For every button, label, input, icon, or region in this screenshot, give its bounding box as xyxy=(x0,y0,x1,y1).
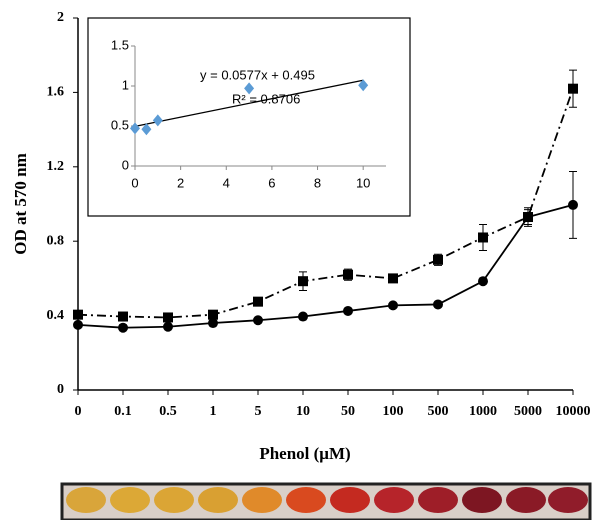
well xyxy=(462,487,502,513)
marker xyxy=(163,312,173,323)
point xyxy=(244,82,255,95)
x-tick-label: 5000 xyxy=(514,404,542,419)
well xyxy=(418,487,458,513)
marker xyxy=(388,300,398,311)
marker xyxy=(523,212,533,223)
marker xyxy=(298,311,308,322)
x-tick-label: 100 xyxy=(383,404,404,419)
well xyxy=(198,487,238,513)
marker xyxy=(343,269,353,280)
trend-line xyxy=(134,79,364,128)
marker xyxy=(478,232,488,243)
trend-equation: y = 0.0577x + 0.495 xyxy=(200,67,315,82)
x-tick-label: 0.1 xyxy=(114,404,132,419)
well xyxy=(110,487,150,513)
r-squared: R² = 0.8706 xyxy=(232,91,300,106)
y-tick-label: 0 xyxy=(57,382,64,397)
inset-y-tick-label: 0 xyxy=(122,157,129,172)
x-tick-label: 500 xyxy=(428,404,449,419)
x-axis-title: Phenol (μM) xyxy=(259,444,350,463)
inset-frame xyxy=(87,17,411,217)
marker xyxy=(208,309,218,320)
marker xyxy=(568,83,578,94)
well xyxy=(330,487,370,513)
inset-y-tick-label: 1 xyxy=(122,77,129,92)
inset-chart: y = 0.0577x + 0.495 R² = 0.8706 0 0.5 1 1.5… xyxy=(87,17,411,217)
marker xyxy=(163,321,173,332)
y-tick-label: 0.4 xyxy=(47,308,65,323)
x-tick-label: 5 xyxy=(255,404,262,419)
well xyxy=(66,487,106,513)
well xyxy=(374,487,414,513)
marker xyxy=(118,322,128,333)
marker xyxy=(208,318,218,329)
inset-x-tick-label: 8 xyxy=(314,175,321,190)
y-tick-label: 1.2 xyxy=(47,159,65,174)
x-tick-label: 10 xyxy=(296,404,310,419)
marker xyxy=(73,309,83,320)
well xyxy=(506,487,546,513)
inset-y-tick-label: 1.5 xyxy=(111,37,129,52)
marker xyxy=(568,199,578,210)
point xyxy=(141,123,152,136)
marker xyxy=(253,296,263,307)
marker xyxy=(298,276,308,287)
marker xyxy=(73,319,83,330)
series-line xyxy=(77,88,574,319)
inset-x-tick-label: 2 xyxy=(177,175,184,190)
inset-x-tick-label: 10 xyxy=(356,175,370,190)
y-tick-label: 1.6 xyxy=(47,85,65,100)
x-tick-label: 1000 xyxy=(469,404,497,419)
marker xyxy=(433,299,443,310)
x-tick-label: 50 xyxy=(341,404,355,419)
inset-x-tick-label: 6 xyxy=(268,175,275,190)
marker xyxy=(433,254,443,265)
inset-x-tick-label: 0 xyxy=(131,175,138,190)
x-tick-label: 10000 xyxy=(556,404,591,419)
x-tick-label: 0.5 xyxy=(159,404,177,419)
well-strip xyxy=(60,482,592,520)
series-line xyxy=(77,204,574,329)
marker xyxy=(478,276,488,287)
well xyxy=(242,487,282,513)
y-axis-title: OD at 570 nm xyxy=(11,153,30,255)
point xyxy=(130,122,140,135)
point xyxy=(152,114,163,127)
marker xyxy=(388,273,398,284)
marker xyxy=(343,305,353,316)
y-tick-label: 2 xyxy=(57,10,64,25)
well xyxy=(154,487,194,513)
well xyxy=(286,487,326,513)
marker xyxy=(118,311,128,322)
well xyxy=(548,487,588,513)
x-tick-label: 0 xyxy=(75,404,82,419)
marker xyxy=(253,315,263,326)
y-tick-label: 0.8 xyxy=(47,233,65,248)
point xyxy=(358,79,369,92)
inset-x-tick-label: 4 xyxy=(223,175,230,190)
x-tick-label: 1 xyxy=(210,404,217,419)
main-chart: Phenol (μM) OD at 570 nm 0 0.4 0.8 1.2 1.6 2 0… xyxy=(11,10,591,463)
strip-photo xyxy=(60,482,592,520)
inset-y-tick-label: 0.5 xyxy=(111,117,129,132)
